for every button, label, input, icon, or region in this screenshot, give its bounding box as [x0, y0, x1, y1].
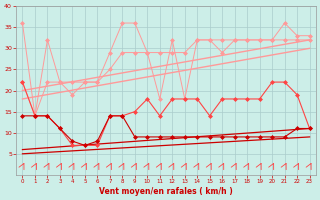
X-axis label: Vent moyen/en rafales ( km/h ): Vent moyen/en rafales ( km/h ) [99, 187, 233, 196]
